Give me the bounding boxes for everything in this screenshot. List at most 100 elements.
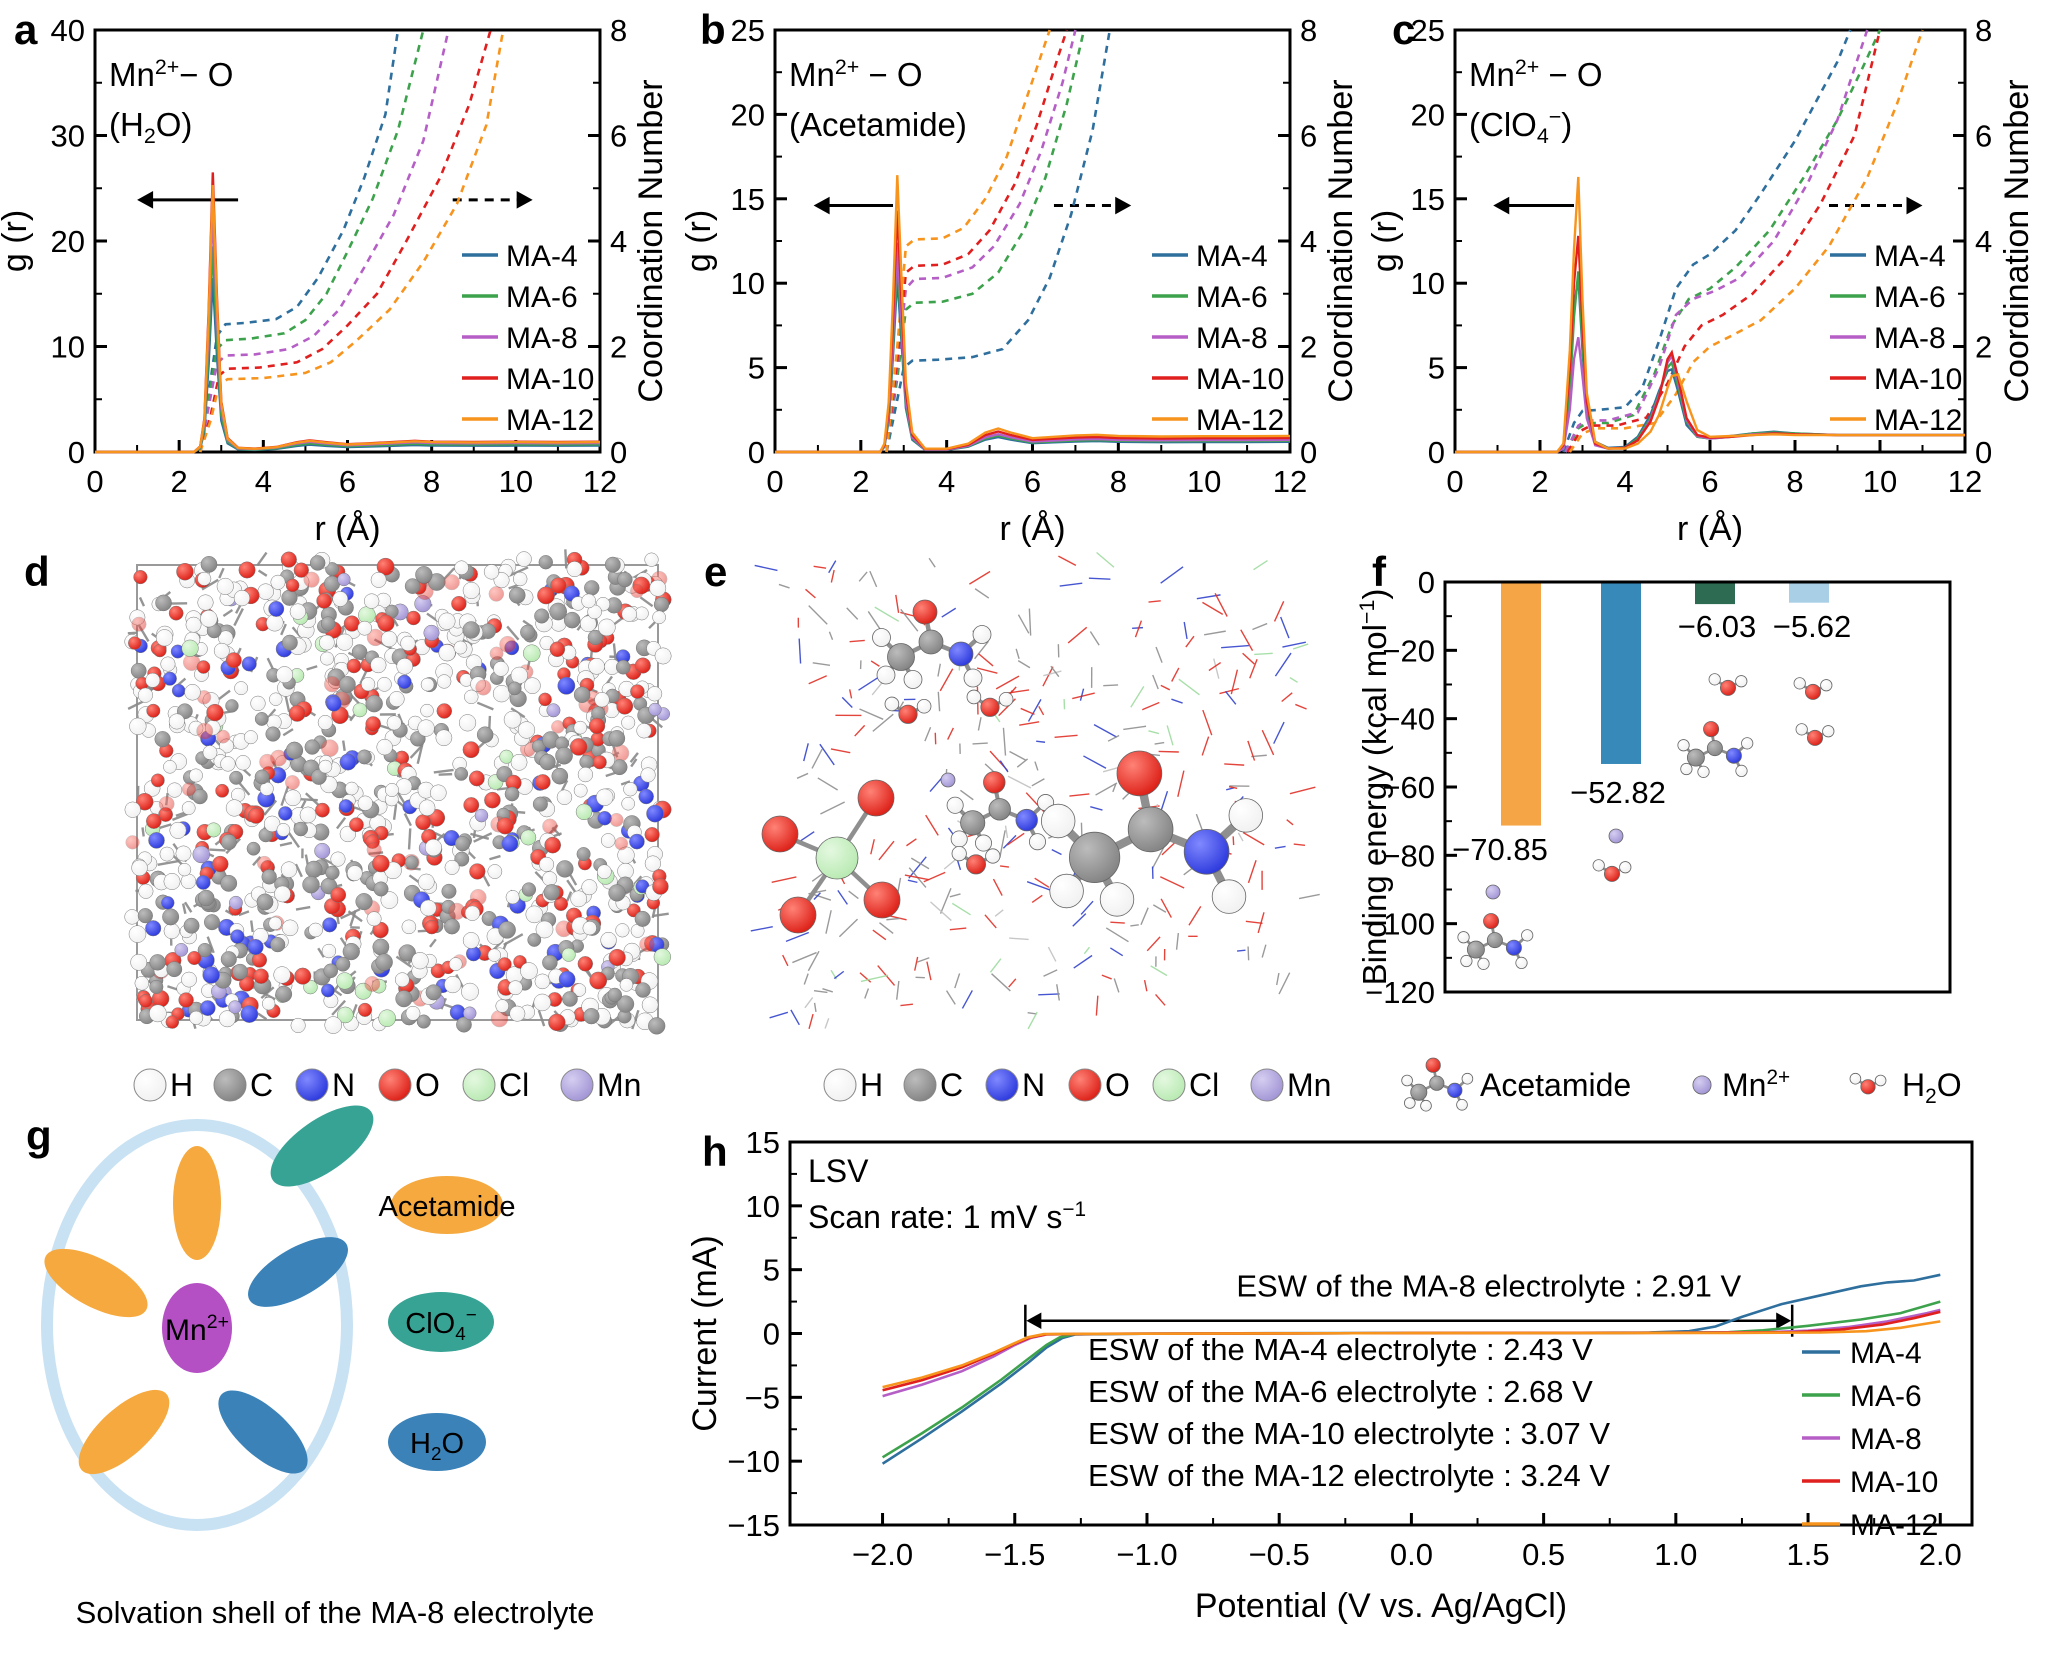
y-tick-label: 5 [1428, 351, 1445, 386]
y-tick-label: 0 [763, 1317, 780, 1352]
bar-2 [1695, 583, 1735, 605]
esw-ma8-annotation: ESW of the MA-8 electrolyte : 2.91 V [1236, 1269, 1741, 1304]
y2-tick-label: 4 [610, 224, 627, 259]
gr-curve-MA-12 [95, 185, 601, 454]
f-legend-label: Acetamide [1480, 1067, 1631, 1103]
y-tick-label: −40 [1382, 702, 1435, 737]
panel-letter-b: b [700, 6, 726, 53]
atom-h [1619, 861, 1632, 874]
legend-label-MA-12: MA-12 [506, 404, 594, 437]
solvation-caption: Solvation shell of the MA-8 electrolyte [75, 1595, 595, 1630]
legend-label-MA-10: MA-10 [506, 363, 594, 396]
x-axis-label: r (Å) [1677, 510, 1743, 548]
bar-value-label: −6.03 [1678, 609, 1756, 644]
bar-value-label: −52.82 [1570, 775, 1666, 810]
atom-c [1706, 740, 1723, 757]
atom-o [1719, 679, 1736, 696]
cn-curve-MA-8 [885, 29, 1077, 453]
y-tick-label: −100 [1365, 907, 1435, 942]
scan-rate-label: Scan rate: 1 mV s−1 [808, 1198, 1086, 1235]
x-tick-label: −2.0 [852, 1537, 913, 1572]
atom-h [1049, 873, 1084, 909]
atom-h [963, 668, 983, 688]
esw-annotation: ESW of the MA-4 electrolyte : 2.43 V [1088, 1332, 1593, 1367]
atom-c [960, 810, 986, 836]
atom-h [903, 670, 923, 689]
atom-o [857, 779, 895, 817]
atom-h [966, 689, 982, 705]
atom-legend-label: H [860, 1067, 883, 1103]
cl-atom-icon [462, 1068, 496, 1102]
atom-o [1860, 1079, 1876, 1095]
atom-o [912, 599, 938, 625]
y-tick-label: 20 [731, 97, 765, 132]
x-tick-label: 6 [339, 464, 356, 499]
molecule [872, 599, 992, 689]
atom-c [1466, 940, 1485, 959]
solvent-petal [173, 1146, 221, 1260]
atom-legend-label: Mn [597, 1067, 641, 1103]
y2-axis-label: Coordination Number [1998, 79, 2036, 402]
y-tick-label: −5 [745, 1380, 780, 1415]
y2-tick-label: 6 [1300, 119, 1317, 154]
atom-h [1795, 723, 1808, 736]
atom-h [972, 625, 992, 644]
y-tick-label: 10 [51, 330, 85, 365]
x-tick-label: 0 [766, 464, 783, 499]
x-tick-label: 1.5 [1786, 1537, 1829, 1572]
panel-letter-g: g [26, 1112, 52, 1159]
x-tick-label: 8 [423, 464, 440, 499]
x-tick-label: −1.0 [1116, 1537, 1177, 1572]
legend-label-MA-8: MA-8 [1196, 322, 1268, 355]
atom-o [779, 896, 817, 934]
y2-axis-label: Coordination Number [632, 79, 670, 402]
y-tick-label: 10 [731, 266, 765, 301]
panel-letter-c: c [1392, 6, 1416, 53]
molecule [966, 689, 1014, 717]
x-tick-label: 8 [1786, 464, 1803, 499]
y2-tick-label: 2 [1975, 330, 1992, 365]
legend-label-MA-12: MA-12 [1850, 1509, 1938, 1542]
c-atom-icon [213, 1068, 247, 1102]
solvation-shell-ring [41, 1119, 353, 1531]
atom-mn [1608, 828, 1624, 844]
y2-tick-label: 4 [1300, 224, 1317, 259]
lsv-curve-MA-12 [882, 1320, 1941, 1389]
atom-h [1460, 954, 1473, 968]
atom-legend-label: N [1022, 1067, 1045, 1103]
x-tick-label: 10 [499, 464, 533, 499]
y-tick-label: 25 [1411, 13, 1445, 48]
mn-atom-icon [1250, 1068, 1284, 1102]
panel-g-solvation-schematic: Mn2+ Acetamide ClO4− H2O [41, 1105, 516, 1531]
atom-h [1735, 764, 1748, 777]
y-tick-label: 0 [1428, 435, 1445, 470]
atom-h [1515, 956, 1528, 969]
bar-1 [1601, 583, 1641, 764]
y-tick-label: 10 [746, 1189, 780, 1224]
atom-o [965, 854, 986, 875]
atom-n [1447, 1082, 1463, 1099]
legend-label-MA-4: MA-4 [506, 240, 578, 273]
f-legend-label: H2O [1902, 1067, 1962, 1108]
y2-tick-label: 2 [1300, 330, 1317, 365]
atom-c [1429, 1075, 1445, 1091]
atom-o [1483, 913, 1500, 930]
molecule [1485, 884, 1501, 900]
atom-h [946, 796, 964, 814]
atom-c [918, 629, 944, 655]
atom-n [1725, 747, 1742, 764]
atom-o [1116, 750, 1163, 797]
panel-title: (ClO4−) [1469, 105, 1572, 148]
y-tick-label: 25 [731, 13, 765, 48]
cn-curve-MA-12 [885, 29, 1051, 453]
panel-title: Mn2+ − O [789, 55, 923, 93]
atom-c [1410, 1083, 1428, 1101]
y2-tick-label: 4 [1975, 224, 1992, 259]
panel-h-lsv-chart: −2.0 −1.5 −1.0 −0.5 0.0 0.5 1.0 1.5 2.0 15 10 5 0 −5 −… [686, 1125, 1974, 1625]
y2-tick-label: 0 [610, 435, 627, 470]
panel-title: (Acetamide) [789, 106, 967, 143]
atom-h [1741, 737, 1754, 750]
atom-h [1403, 1097, 1416, 1109]
